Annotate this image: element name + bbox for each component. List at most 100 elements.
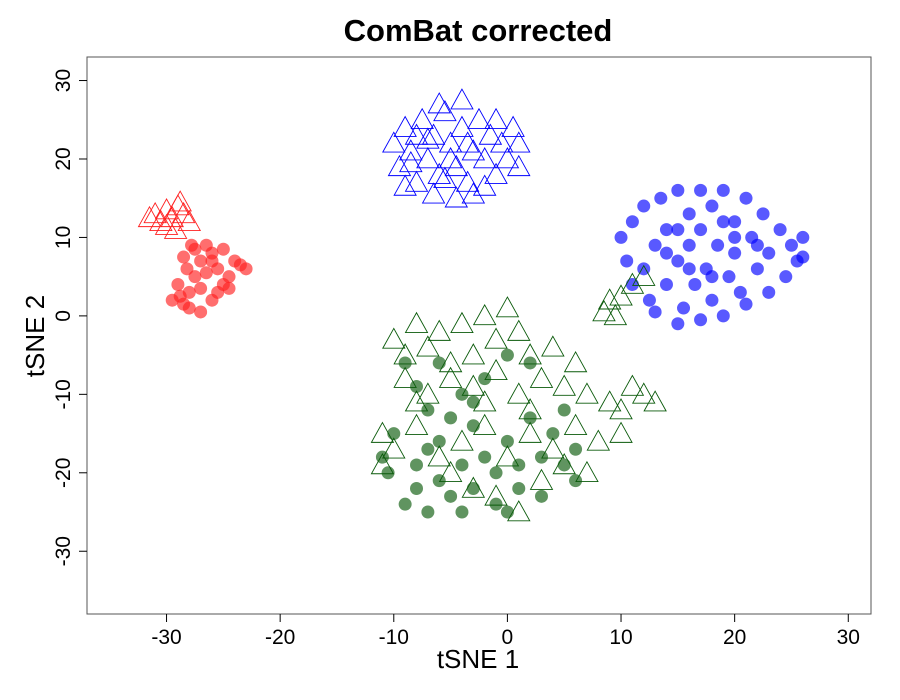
data-point [762, 246, 776, 260]
data-point [654, 191, 668, 205]
data-point [438, 366, 463, 388]
data-point [728, 230, 742, 244]
data-point [614, 230, 628, 244]
data-point [444, 186, 469, 208]
y-axis-label: tSNE 2 [20, 295, 50, 377]
data-point [160, 205, 184, 228]
data-point [631, 382, 656, 404]
data-point [387, 154, 412, 177]
data-point [705, 293, 719, 307]
data-point [484, 107, 508, 130]
data-point [171, 201, 196, 224]
data-point [222, 281, 236, 295]
data-point [432, 356, 446, 370]
data-point [682, 238, 696, 252]
data-point [500, 505, 514, 519]
data-point [671, 183, 685, 197]
data-point [694, 313, 708, 327]
data-point [500, 434, 514, 448]
data-point [552, 374, 576, 396]
data-point [387, 427, 401, 441]
x-tick-label: -30 [151, 626, 181, 649]
data-point [165, 293, 179, 307]
data-point [739, 297, 753, 311]
y-tick-label: 30 [52, 69, 75, 92]
data-point [478, 123, 503, 145]
data-point [495, 296, 520, 318]
data-point [557, 403, 571, 417]
data-point [711, 238, 725, 252]
data-point [739, 191, 753, 205]
data-point [507, 131, 531, 153]
data-point [694, 183, 708, 197]
data-point [500, 348, 514, 362]
data-point [393, 366, 417, 388]
data-point [427, 445, 451, 467]
data-point [432, 434, 446, 448]
data-point [427, 162, 451, 184]
data-point [507, 154, 531, 177]
data-point [472, 147, 497, 169]
data-point [597, 390, 622, 412]
data-point [518, 421, 542, 443]
data-point [393, 174, 417, 196]
data-point [143, 201, 167, 224]
data-point [637, 199, 651, 213]
data-point [682, 207, 696, 221]
data-point [382, 437, 406, 459]
data-point [529, 366, 554, 388]
plot-frame [86, 56, 872, 615]
data-point [450, 429, 474, 451]
data-point [393, 115, 417, 137]
data-point [756, 207, 770, 221]
data-point [455, 387, 469, 401]
data-point [716, 183, 730, 197]
data-point [205, 254, 219, 268]
data-point [586, 429, 611, 451]
data-point [659, 278, 673, 292]
data-point [149, 209, 173, 231]
data-point [163, 217, 188, 239]
data-point [495, 147, 520, 169]
data-point [705, 270, 719, 284]
data-point [620, 374, 645, 396]
y-tick-label: -30 [52, 536, 75, 566]
data-point [398, 497, 412, 511]
data-point [410, 481, 424, 495]
data-point [466, 395, 480, 409]
data-point [410, 458, 424, 472]
data-point [194, 305, 208, 319]
data-point [438, 131, 463, 153]
data-point [716, 309, 730, 323]
data-point [773, 223, 787, 237]
y-tick-label: 0 [52, 310, 75, 322]
data-point [484, 162, 508, 184]
data-point [444, 489, 458, 503]
data-point [404, 413, 429, 435]
data-point [478, 450, 492, 464]
data-point [534, 489, 548, 503]
data-points [137, 88, 810, 522]
data-point [467, 107, 491, 130]
data-point [404, 311, 429, 333]
x-tick-label: 0 [502, 626, 514, 649]
data-point [410, 107, 434, 130]
data-point [455, 458, 469, 472]
data-point [433, 99, 457, 122]
data-point [671, 317, 685, 331]
data-point [671, 223, 685, 237]
data-point [472, 303, 497, 326]
data-point [421, 123, 446, 145]
data-point [728, 215, 742, 229]
data-point [750, 262, 764, 276]
data-point [659, 246, 673, 260]
data-point [416, 335, 440, 357]
y-axis: -30 -20 -10 0 10 20 30 [52, 69, 87, 566]
data-point [194, 254, 208, 268]
data-point [603, 303, 628, 326]
data-point [597, 288, 622, 310]
x-axis: -30 -20 -10 0 10 20 30 [151, 614, 860, 649]
data-point [438, 460, 463, 483]
data-point [563, 351, 588, 373]
data-point [427, 92, 451, 114]
